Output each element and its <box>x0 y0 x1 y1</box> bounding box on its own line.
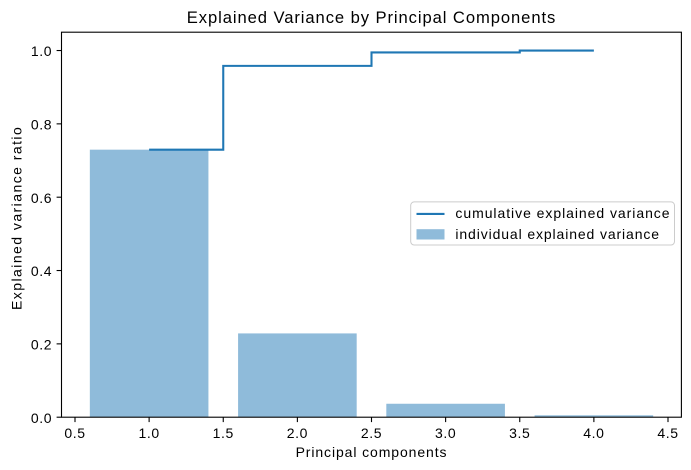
svg-text:0.4: 0.4 <box>31 263 52 279</box>
svg-text:3.5: 3.5 <box>509 425 530 441</box>
svg-text:0.2: 0.2 <box>31 337 52 353</box>
svg-text:0.6: 0.6 <box>31 190 52 206</box>
svg-text:0.8: 0.8 <box>31 117 52 133</box>
svg-text:1.0: 1.0 <box>31 43 52 59</box>
svg-text:individual explained variance: individual explained variance <box>455 226 660 242</box>
svg-text:1.5: 1.5 <box>213 425 234 441</box>
svg-text:4.5: 4.5 <box>657 425 678 441</box>
svg-text:2.5: 2.5 <box>361 425 382 441</box>
svg-text:Explained Variance by Principa: Explained Variance by Principal Componen… <box>187 8 556 27</box>
svg-text:0.5: 0.5 <box>64 425 85 441</box>
svg-text:Principal components: Principal components <box>296 444 448 460</box>
svg-text:2.0: 2.0 <box>287 425 308 441</box>
svg-text:Explained variance ratio: Explained variance ratio <box>9 126 25 310</box>
svg-text:1.0: 1.0 <box>138 425 159 441</box>
svg-text:0.0: 0.0 <box>31 410 52 426</box>
svg-text:4.0: 4.0 <box>583 425 604 441</box>
svg-text:3.0: 3.0 <box>435 425 456 441</box>
svg-text:cumulative explained variance: cumulative explained variance <box>455 205 670 221</box>
